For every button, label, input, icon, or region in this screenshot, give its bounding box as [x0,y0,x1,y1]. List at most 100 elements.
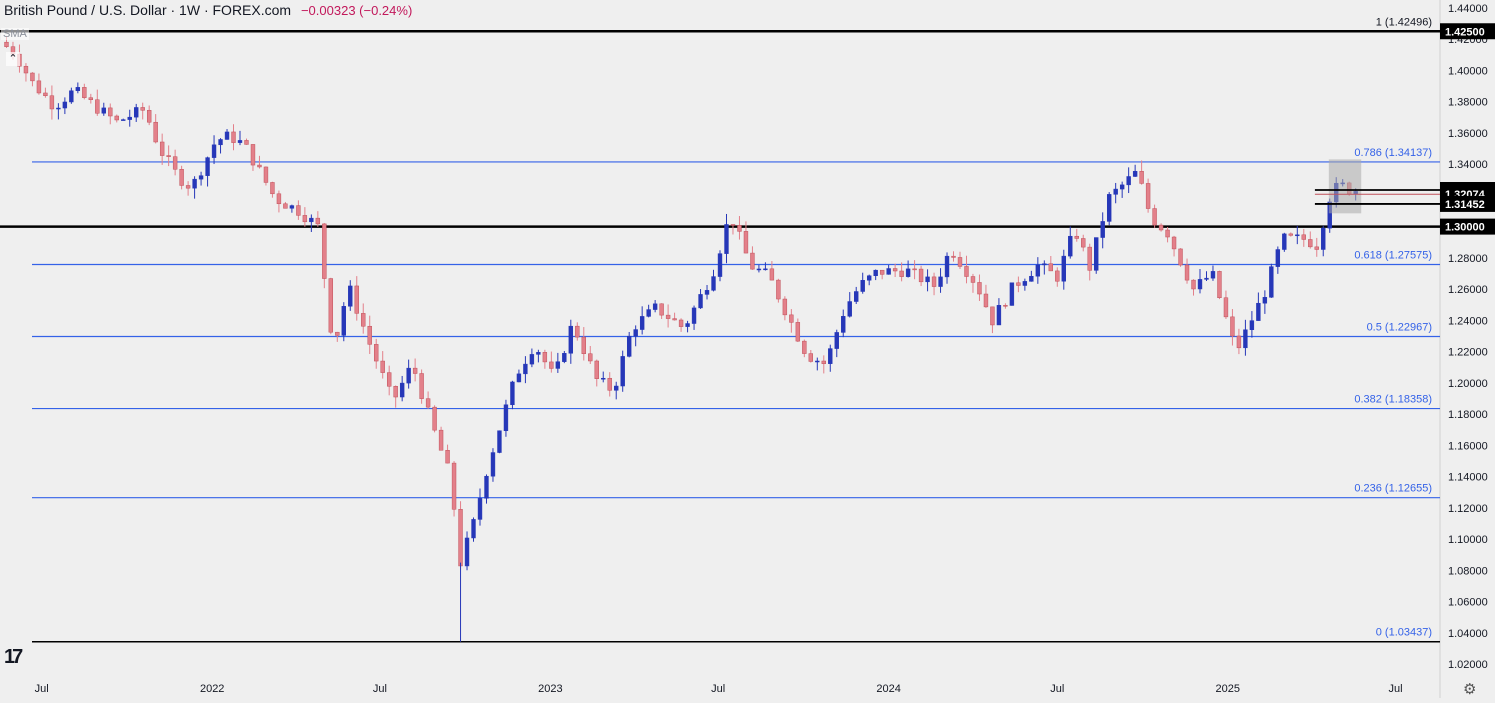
candle-body [795,322,801,342]
candle-body [769,268,775,281]
candle-body [691,307,697,324]
candle-body [1308,239,1313,248]
candle-body [211,144,217,158]
candle-body [445,450,450,464]
candle-body [1029,275,1034,282]
candle-body [1035,264,1041,277]
candle-body [698,294,703,309]
candle-body [108,107,113,117]
candle-body [140,107,145,111]
candle-body [198,175,204,180]
candle-body [1068,235,1073,257]
candle-body [1217,271,1222,298]
x-tick-label: 2023 [538,683,562,695]
candle-body [1145,183,1151,209]
consolidation-box [1328,159,1362,214]
candle-body [1301,234,1306,240]
candle-body [296,205,301,216]
candle-body [626,335,632,357]
candle-body [996,305,1002,326]
candle-body [36,80,42,94]
candle-body [1269,266,1274,298]
symbol-title[interactable]: British Pound / U.S. Dollar · 1W · FOREX… [4,2,292,18]
candle-body [361,313,366,327]
x-tick-label: 2024 [876,683,900,695]
candle-body [386,372,392,387]
candle-body [646,309,651,317]
candle-body [1081,238,1086,248]
candle-body [685,323,690,327]
candle-body [88,97,94,100]
candle-body [503,404,509,431]
candle-body [276,193,282,205]
candle-body [1132,171,1138,177]
y-tick-label: 1.34000 [1448,159,1488,171]
candle-body [639,316,645,330]
candle-body [1074,235,1079,239]
candle-body [451,462,457,510]
candle-body [1243,329,1248,349]
candle-body [575,325,580,338]
candle-body [250,144,256,166]
candle-body [1249,320,1255,330]
fib-label: 0.5 (1.22967) [1367,322,1432,334]
fib-label: 0.236 (1.12655) [1354,483,1432,495]
candle-body [354,285,359,314]
candle-body [1288,233,1294,236]
y-tick-label: 1.44000 [1448,3,1488,15]
candle-body [717,253,723,277]
y-tick-label: 1.40000 [1448,65,1488,77]
candle-body [69,90,74,103]
candle-body [419,373,424,399]
y-tick-label: 1.24000 [1448,315,1488,327]
candle-body [607,377,612,391]
fib-label: 0.382 (1.18358) [1354,394,1432,406]
candle-body [412,367,418,374]
candle-body [95,99,100,114]
candle-body [970,276,976,283]
level-price-tag [1440,23,1495,40]
settings-gear-icon[interactable]: ⚙ [1463,681,1477,698]
candle-body [270,182,275,195]
candle-body [977,282,982,295]
candle-body [185,185,191,189]
candle-body [743,231,749,254]
candle-body [348,285,353,307]
candle-body [1178,248,1183,266]
fib-label: 1 (1.42496) [1376,16,1432,28]
candle-body [224,131,230,140]
candle-body [802,340,807,354]
candle-body [1210,271,1216,279]
indicator-badge[interactable]: SMA [1,28,29,40]
candle-body [1016,282,1021,286]
candle-body [263,166,269,183]
candle-body [925,276,930,283]
candle-body [983,293,989,308]
y-tick-label: 1.38000 [1448,97,1488,109]
y-tick-label: 1.08000 [1448,565,1488,577]
y-tick-label: 1.20000 [1448,378,1488,390]
recent-price-tag-label: 1.31452 [1445,199,1485,211]
candle-body [231,131,236,143]
candle-body [218,139,223,146]
candle-body [678,319,684,327]
candle-body [860,280,865,292]
candle-body [1256,302,1261,321]
candle-body [1152,208,1157,226]
collapse-indicators-icon[interactable]: ⌃ [6,52,20,66]
price-change: −0.00323 (−0.24%) [300,3,413,18]
tradingview-logo-icon[interactable]: 17 [4,646,23,668]
candle-body [406,367,411,384]
candle-body [192,178,197,189]
candle-body [854,291,859,302]
candle-body [944,255,950,278]
candle-body [672,318,677,321]
candle-body [484,475,489,499]
candle-body [542,352,548,363]
candle-body [588,353,593,362]
candle-body [1171,236,1177,250]
candle-body [23,65,29,74]
candle-body [477,498,483,520]
